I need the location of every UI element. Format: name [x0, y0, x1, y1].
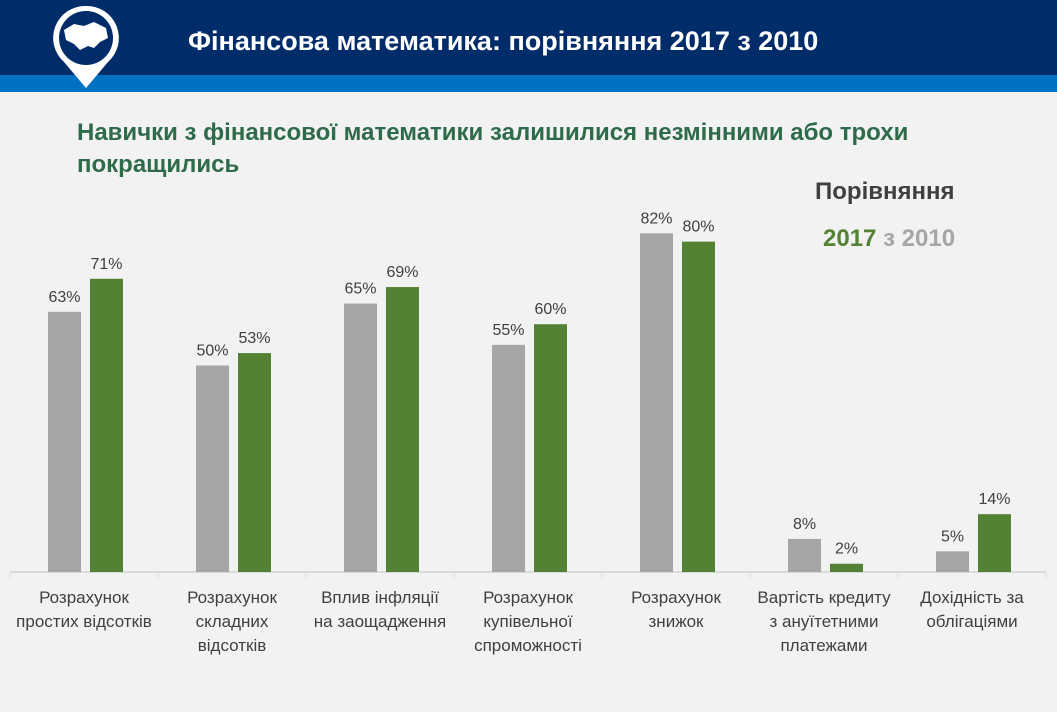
category-label: Розрахунок купівельної спроможності: [474, 588, 582, 655]
header-bar: [0, 0, 1057, 75]
data-label-2017: 53%: [238, 330, 270, 347]
ukraine-map-pin-icon: [53, 5, 119, 88]
bar-2017: [386, 287, 419, 572]
data-label-2017: 80%: [682, 219, 714, 236]
header-stripe: [0, 75, 1057, 92]
data-label-2017: 71%: [90, 256, 122, 273]
legend-2010: 2010: [901, 225, 956, 252]
category-label: Розрахунок знижок: [631, 588, 721, 631]
data-label-2017: 69%: [386, 264, 418, 281]
bar-2010: [788, 538, 821, 572]
data-label-2010: 50%: [196, 343, 228, 360]
bar-2017: [90, 278, 123, 572]
data-label-2017: 14%: [978, 491, 1010, 508]
data-label-2017: 2%: [835, 541, 858, 558]
data-label-2010: 5%: [941, 528, 964, 545]
bar-2010: [492, 344, 525, 572]
data-label-2010: 55%: [492, 322, 524, 339]
bar-2017: [534, 324, 567, 572]
data-label-2010: 65%: [344, 281, 376, 298]
legend-connector: з: [883, 225, 895, 252]
bar-2010: [640, 233, 673, 572]
slide-subtitle: Навички з фінансової математики залишили…: [77, 119, 909, 178]
bar-2010: [936, 551, 969, 572]
bar-2010: [196, 365, 229, 572]
data-label-2010: 82%: [640, 210, 672, 227]
bar-2017: [238, 353, 271, 572]
category-label: Дохідність за облігаціями: [920, 588, 1024, 631]
bar-2017: [682, 241, 715, 572]
bar-2017: [978, 514, 1011, 572]
bar-2010: [48, 311, 81, 572]
bar-2017: [830, 563, 863, 572]
bar-2010: [344, 303, 377, 572]
legend-2017: 2017: [823, 225, 877, 252]
legend-heading: Порівняння: [815, 178, 955, 205]
data-label-2010: 8%: [793, 516, 816, 533]
category-label: Вартість кредиту з ануїтетними платежами: [757, 588, 891, 655]
category-label: Вплив інфляції на заощадження: [313, 588, 447, 631]
category-label: Розрахунок простих відсотків: [16, 588, 152, 631]
page-title: Фінансова математика: порівняння 2017 з …: [188, 26, 819, 56]
data-label-2017: 60%: [534, 301, 566, 318]
category-label: Розрахунок складних відсотків: [187, 588, 277, 655]
data-label-2010: 63%: [48, 289, 80, 306]
legend-years: 2017 з 2010: [823, 225, 955, 253]
